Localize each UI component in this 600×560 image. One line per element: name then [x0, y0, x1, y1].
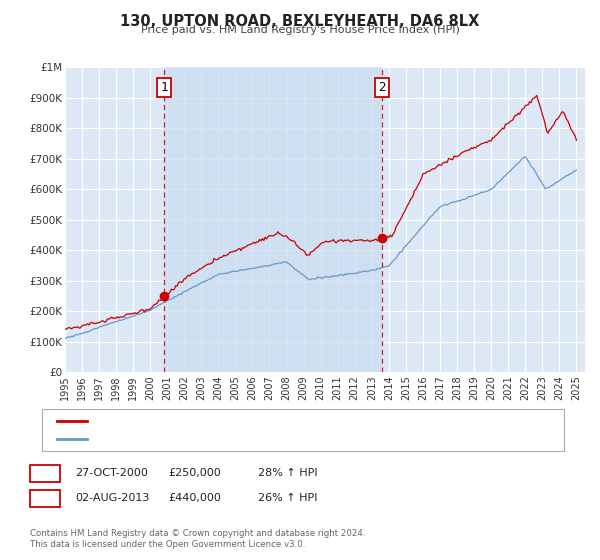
- Text: Price paid vs. HM Land Registry's House Price Index (HPI): Price paid vs. HM Land Registry's House …: [140, 25, 460, 35]
- Text: 1: 1: [160, 81, 168, 94]
- Text: 02-AUG-2013: 02-AUG-2013: [75, 493, 149, 503]
- Text: Contains HM Land Registry data © Crown copyright and database right 2024.: Contains HM Land Registry data © Crown c…: [30, 529, 365, 538]
- Text: 1: 1: [41, 466, 49, 480]
- Text: 26% ↑ HPI: 26% ↑ HPI: [258, 493, 317, 503]
- Text: This data is licensed under the Open Government Licence v3.0.: This data is licensed under the Open Gov…: [30, 540, 305, 549]
- Text: 130, UPTON ROAD, BEXLEYHEATH, DA6 8LX (detached house): 130, UPTON ROAD, BEXLEYHEATH, DA6 8LX (d…: [93, 417, 415, 426]
- Text: 2: 2: [378, 81, 386, 94]
- Text: 27-OCT-2000: 27-OCT-2000: [75, 468, 148, 478]
- Text: £440,000: £440,000: [168, 493, 221, 503]
- Bar: [164, 67, 382, 372]
- Text: HPI: Average price, detached house, Bexley: HPI: Average price, detached house, Bexl…: [93, 434, 321, 444]
- Text: £250,000: £250,000: [168, 468, 221, 478]
- Text: 28% ↑ HPI: 28% ↑ HPI: [258, 468, 317, 478]
- Text: 130, UPTON ROAD, BEXLEYHEATH, DA6 8LX: 130, UPTON ROAD, BEXLEYHEATH, DA6 8LX: [121, 14, 479, 29]
- Text: 2: 2: [41, 492, 49, 505]
